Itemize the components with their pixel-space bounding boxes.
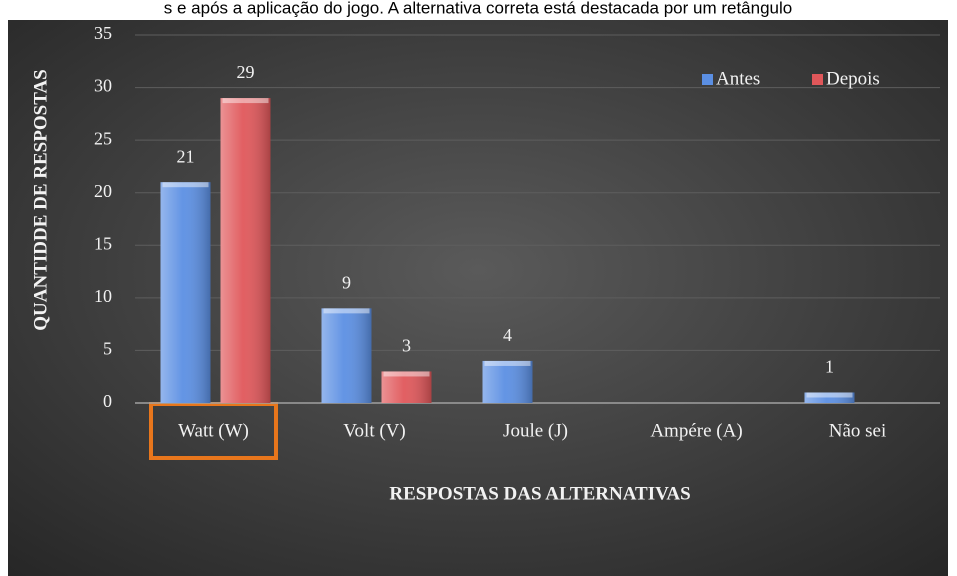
x-axis-title: RESPOSTAS DAS ALTERNATIVAS <box>389 483 690 504</box>
y-tick-label: 25 <box>94 128 112 148</box>
data-label: 9 <box>342 272 351 292</box>
y-tick-label: 5 <box>103 339 112 359</box>
y-tick-label: 20 <box>94 181 112 201</box>
bar-top <box>323 308 370 314</box>
highlight-box <box>149 402 278 460</box>
legend-swatch <box>812 74 823 85</box>
y-tick-label: 35 <box>94 23 112 43</box>
data-label: 4 <box>503 325 512 345</box>
y-tick-label: 15 <box>94 233 112 253</box>
x-tick-label: Não sei <box>829 420 887 441</box>
data-label: 1 <box>825 357 834 377</box>
bar-shine <box>321 308 372 403</box>
bar-top <box>162 182 209 188</box>
bar-top <box>806 392 853 398</box>
bar-shine <box>482 360 533 403</box>
x-tick-label: Joule (J) <box>503 420 568 441</box>
data-label: 29 <box>237 62 255 82</box>
bar-shine <box>381 371 432 403</box>
y-tick-label: 0 <box>103 391 112 411</box>
data-label: 3 <box>402 336 411 356</box>
bar-shine <box>160 182 211 403</box>
bar-top <box>484 360 531 366</box>
legend-label: Depois <box>826 68 880 89</box>
bar-top <box>383 371 430 377</box>
y-axis-title: QUANTIDDE DE RESPOSTAS <box>30 69 51 330</box>
x-tick-label: Volt (V) <box>343 420 405 441</box>
bar-shine <box>804 392 855 403</box>
legend-label: Antes <box>716 68 760 89</box>
bar-shine <box>220 98 271 403</box>
bar-top <box>222 98 269 104</box>
legend-swatch <box>702 74 713 85</box>
caption: s e após a aplicação do jogo. A alternat… <box>164 0 792 17</box>
y-tick-label: 30 <box>94 76 112 96</box>
x-tick-label: Watt (W) <box>178 420 249 441</box>
data-label: 21 <box>177 146 195 166</box>
x-tick-label: Ampére (A) <box>650 420 742 441</box>
y-tick-label: 10 <box>94 286 112 306</box>
